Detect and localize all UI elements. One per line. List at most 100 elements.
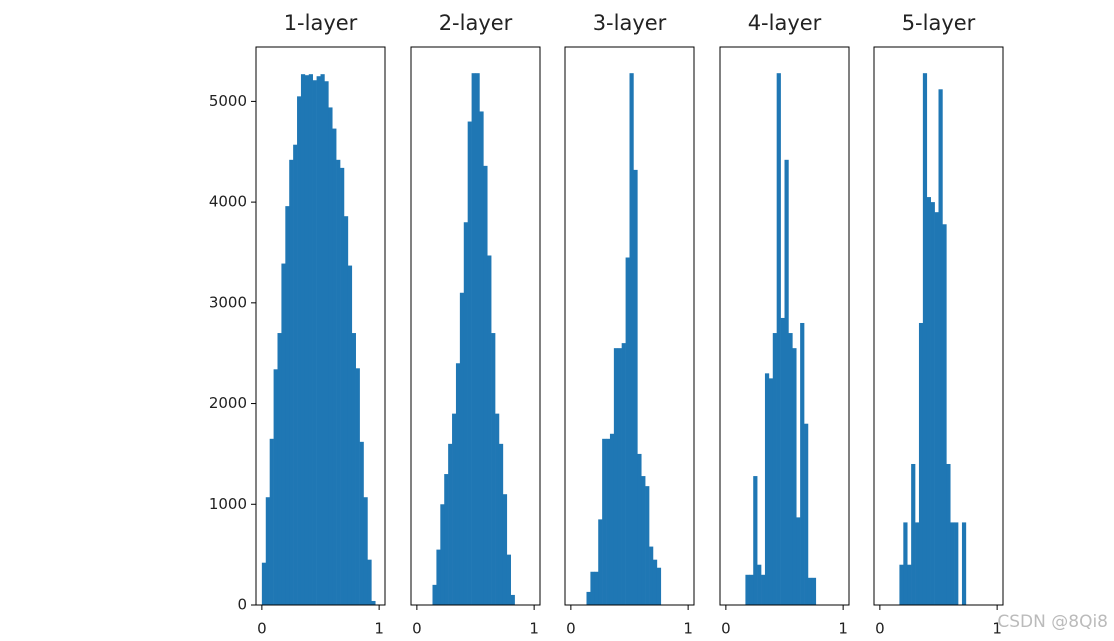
bar [907, 564, 912, 605]
bar [602, 438, 607, 605]
bar [444, 474, 449, 605]
bar [745, 574, 750, 605]
bar [336, 159, 341, 606]
bar [637, 453, 642, 605]
bar [652, 559, 658, 605]
bar [297, 96, 302, 605]
bar [269, 438, 274, 605]
bar [475, 73, 480, 605]
bar [598, 519, 603, 605]
bar [911, 463, 916, 605]
bar [328, 107, 333, 605]
bar [784, 159, 789, 606]
panel-title: 5-layer [902, 11, 976, 35]
bar [324, 81, 329, 606]
y-tick-label: 5000 [209, 92, 247, 110]
bar [340, 167, 345, 605]
bar [594, 571, 599, 605]
panel-title: 2-layer [439, 11, 513, 35]
bar [938, 89, 943, 606]
bar [510, 594, 515, 605]
panel-title: 1-layer [284, 11, 358, 35]
bar [432, 584, 437, 605]
bar [459, 292, 465, 605]
y-tick-label: 4000 [209, 193, 247, 211]
bar [656, 567, 662, 605]
x-tick-label: 1 [529, 620, 539, 638]
axes-frame [564, 46, 695, 606]
bar [768, 378, 774, 605]
x-tick-label: 1 [683, 620, 693, 638]
x-tick-label: 0 [412, 620, 422, 638]
bar [586, 591, 591, 605]
bar [436, 549, 441, 605]
bar [617, 348, 622, 605]
x-tick-label: 0 [257, 620, 267, 638]
bar [312, 80, 317, 605]
panel-title: 3-layer [593, 11, 667, 35]
bar [792, 348, 797, 605]
bar [463, 222, 468, 605]
bar [772, 333, 777, 605]
bar [347, 265, 353, 605]
x-tick-label: 1 [838, 620, 848, 638]
bar [367, 559, 372, 605]
bar [934, 212, 939, 605]
y-tick-label: 2000 [209, 394, 247, 412]
bar [788, 333, 793, 605]
bar [961, 522, 967, 605]
x-tick-label: 1 [992, 620, 1002, 638]
x-tick-label: 0 [721, 620, 731, 638]
bar [749, 574, 754, 605]
bar [915, 522, 920, 605]
bar [796, 517, 801, 605]
y-tick-label: 0 [237, 596, 247, 614]
x-tick-label: 0 [875, 620, 885, 638]
bar [320, 74, 325, 605]
bar [757, 564, 762, 605]
bar [629, 73, 634, 605]
axes-frame [719, 46, 850, 606]
x-tick-label: 0 [566, 620, 576, 638]
bar [649, 546, 654, 605]
bar [621, 343, 626, 605]
panel-title: 4-layer [748, 11, 822, 35]
bar [300, 74, 306, 605]
bar [942, 224, 947, 605]
bar [764, 373, 770, 605]
bar [304, 75, 310, 606]
bar [495, 413, 500, 605]
bar [506, 554, 511, 605]
bar [467, 121, 472, 605]
bar [899, 564, 904, 605]
bar [448, 443, 453, 605]
bar [491, 333, 496, 605]
bar [613, 348, 619, 605]
bar [918, 322, 924, 605]
bar [371, 600, 376, 605]
axes-frame [255, 46, 386, 606]
bar [609, 433, 615, 605]
bar [265, 497, 270, 605]
bar [351, 333, 356, 605]
bar [332, 128, 337, 605]
bar [950, 522, 955, 605]
bar [285, 206, 290, 605]
bar [641, 476, 646, 605]
axes-frame [873, 46, 1004, 606]
axes-frame [410, 46, 541, 606]
watermark: CSDN @8Qi8 [997, 612, 1108, 632]
bar [455, 363, 461, 605]
bar [289, 159, 294, 606]
bar [930, 202, 935, 605]
bar [954, 522, 959, 605]
bar [946, 463, 951, 605]
bar [807, 577, 813, 605]
bar [343, 216, 349, 605]
y-tick-label: 3000 [209, 293, 247, 311]
bar [800, 322, 805, 605]
bar [606, 438, 611, 605]
bar [498, 443, 504, 605]
bar [761, 574, 766, 605]
